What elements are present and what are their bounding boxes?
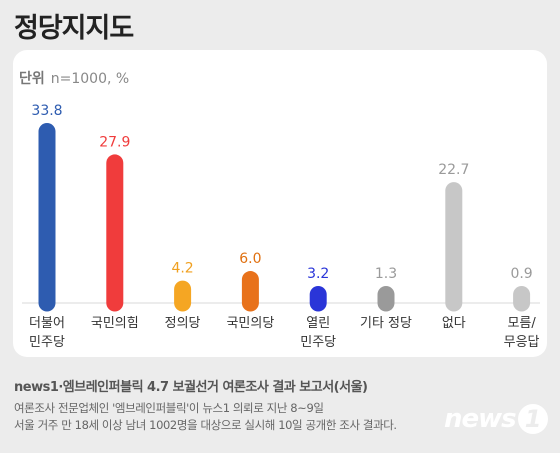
unit-heading: 단위 [19, 71, 45, 87]
bar-3 [241, 271, 259, 312]
bar-2 [174, 280, 192, 312]
logo-text: news [444, 404, 517, 434]
category-label-6: 없다 [442, 316, 466, 331]
value-label-1: 27.9 [99, 134, 130, 150]
bar-4 [309, 285, 327, 312]
category-label-1: 국민의힘 [91, 316, 139, 331]
bar-6 [445, 182, 463, 312]
page-title: 정당지지도 [14, 13, 134, 44]
category-label-4-line2: 민주당 [300, 335, 336, 350]
category-label-0: 더불어 [29, 316, 65, 331]
value-label-2: 4.2 [171, 261, 193, 277]
category-label-4: 열린 [306, 316, 330, 331]
logo-number: 1 [517, 404, 548, 434]
value-label-5: 1.3 [375, 266, 397, 282]
bar-1 [106, 154, 124, 312]
category-label-0-line2: 민주당 [29, 335, 65, 350]
category-label-7-line2: 무응답 [504, 335, 540, 350]
bar-0 [38, 123, 56, 312]
category-label-5: 기타 정당 [360, 316, 412, 331]
bar-5 [377, 286, 395, 312]
value-label-0: 33.8 [31, 103, 62, 119]
unit-label: 단위 n=1000, % [19, 68, 129, 88]
category-label-3: 국민의당 [226, 316, 274, 331]
category-label-2: 정의당 [165, 316, 201, 331]
unit-value: n=1000, % [50, 71, 130, 87]
source-footer: news1·엠브레인퍼블릭 4.7 보궐선거 여론조사 결과 보고서(서울) 여… [14, 376, 444, 433]
category-label-7: 모름/ [507, 316, 536, 331]
value-label-4: 3.2 [307, 266, 329, 282]
value-label-6: 22.7 [438, 162, 469, 178]
news1-logo: news 1 [444, 404, 548, 434]
source-line-1: 여론조사 전문업체인 '엠브레인퍼블릭'이 뉴스1 의뢰로 지난 8~9일 [14, 401, 324, 415]
source-title: news1·엠브레인퍼블릭 4.7 보궐선거 여론조사 결과 보고서(서울) [14, 380, 368, 395]
bar-7 [513, 286, 531, 312]
value-label-3: 6.0 [239, 251, 261, 267]
source-line-2: 서울 거주 만 18세 이상 남녀 1002명을 대상으로 실시해 10일 공개… [14, 418, 397, 432]
value-label-7: 0.9 [510, 266, 532, 282]
